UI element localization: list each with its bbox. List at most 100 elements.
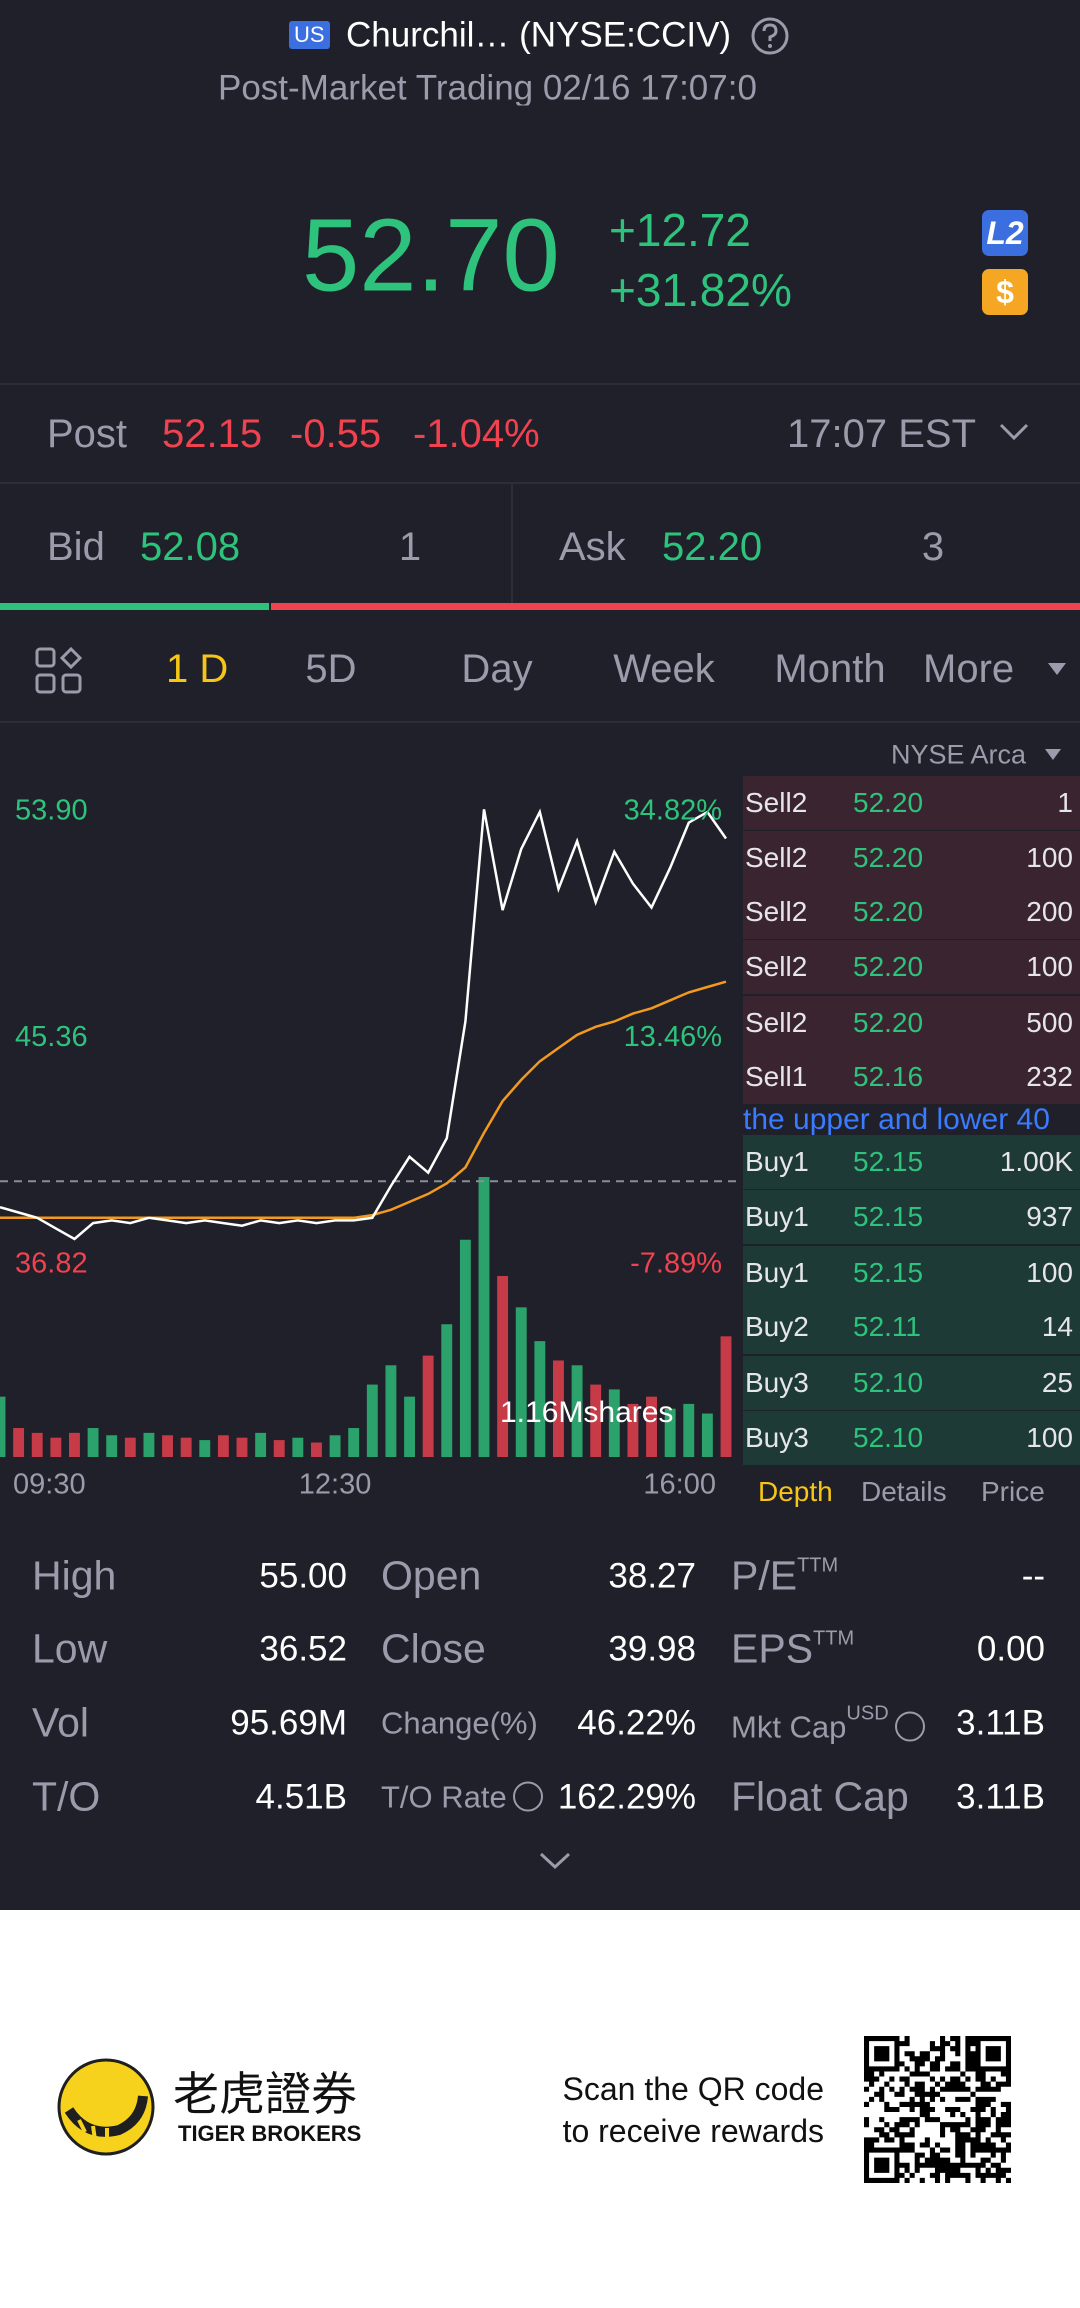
stat-label-sup: USD xyxy=(846,1702,889,1725)
stat-value: 3.11B xyxy=(956,1777,1045,1817)
stat-label-text: Vol xyxy=(32,1699,89,1746)
volume-bar xyxy=(720,1336,732,1457)
stat-label-text: Change(%) xyxy=(381,1705,538,1741)
brand-cn: 老虎證券 xyxy=(173,2068,357,2120)
volume-bar xyxy=(199,1440,211,1457)
ask-ratio-bar xyxy=(271,603,1080,610)
period-tab[interactable]: 5D xyxy=(305,647,357,691)
stat-label: Low xyxy=(32,1628,107,1670)
ask-row xyxy=(743,996,1080,1050)
book-price: 52.15 xyxy=(853,1257,924,1288)
expand-icon[interactable] xyxy=(538,1850,572,1872)
bid-row xyxy=(743,1300,1080,1354)
period-tab[interactable]: More xyxy=(923,647,1015,691)
volume-bar xyxy=(441,1324,453,1457)
dropdown-icon[interactable] xyxy=(1043,747,1063,763)
book-price: 52.15 xyxy=(853,1146,924,1177)
dropdown-icon[interactable] xyxy=(998,420,1030,444)
volume-bar xyxy=(497,1275,509,1457)
tiger-logo xyxy=(57,2058,155,2156)
ask-row xyxy=(743,885,1080,939)
book-tab[interactable]: Price xyxy=(981,1476,1045,1507)
stat-label: Mkt CapUSD xyxy=(731,1704,925,1743)
stat-label-text: Mkt Cap xyxy=(731,1709,847,1745)
book-tab[interactable]: Details xyxy=(861,1476,947,1507)
book-tab[interactable]: Depth xyxy=(758,1476,833,1507)
period-tab[interactable]: Week xyxy=(613,647,715,691)
help-icon[interactable] xyxy=(750,16,790,56)
stat-value: 95.69M xyxy=(230,1703,347,1743)
price-change: +12.72 xyxy=(609,204,751,256)
book-size: 1.00K xyxy=(999,1146,1073,1177)
volume-bar xyxy=(422,1355,434,1457)
stat-label-text: EPS xyxy=(731,1625,814,1672)
volume-bar xyxy=(608,1389,620,1457)
bid-label: Bid xyxy=(47,525,105,569)
stat-value: 3.11B xyxy=(956,1703,1045,1743)
volume-bar xyxy=(534,1341,546,1457)
book-level: Buy3 xyxy=(745,1422,809,1453)
layout-icon[interactable] xyxy=(35,647,83,695)
ask-row xyxy=(743,831,1080,885)
stat-label: T/O xyxy=(32,1776,100,1818)
stock-title[interactable]: Churchil… (NYSE:CCIV) xyxy=(346,15,732,55)
volume-bar xyxy=(571,1365,583,1457)
volume-bar xyxy=(236,1437,248,1457)
period-tab[interactable]: Day xyxy=(461,647,533,691)
stat-label: T/O Rate xyxy=(381,1781,543,1813)
book-price: 52.15 xyxy=(853,1201,924,1232)
post-change-pct: -1.04% xyxy=(413,412,540,456)
stat-value: 4.51B xyxy=(255,1777,347,1817)
stat-label-sup: TTM xyxy=(813,1627,855,1650)
book-size: 100 xyxy=(1026,1422,1073,1453)
stat-value: 38.27 xyxy=(608,1556,696,1596)
book-size: 937 xyxy=(1026,1201,1073,1232)
volume-bar xyxy=(366,1384,378,1457)
book-level: Sell2 xyxy=(745,1007,808,1038)
period-tab[interactable]: 1 D xyxy=(166,647,229,691)
volume-bar xyxy=(404,1396,415,1457)
stat-label: Float Cap xyxy=(731,1776,909,1818)
x-tick-label: 16:00 xyxy=(643,1469,716,1501)
stat-label: Open xyxy=(381,1555,481,1597)
book-size: 200 xyxy=(1026,896,1073,927)
book-price: 52.16 xyxy=(853,1061,924,1092)
book-price: 52.10 xyxy=(853,1422,924,1453)
stat-value: 46.22% xyxy=(577,1703,696,1743)
book-price: 52.10 xyxy=(853,1367,924,1398)
book-size: 500 xyxy=(1026,1007,1073,1038)
stat-label: Vol xyxy=(32,1699,89,1746)
cta-line: to receive rewards xyxy=(562,2113,824,2149)
volume-bar xyxy=(683,1403,695,1457)
book-size: 100 xyxy=(1026,1257,1073,1288)
post-time[interactable]: 17:07 EST xyxy=(787,412,977,456)
book-price: 52.20 xyxy=(853,842,924,873)
volume-bar xyxy=(217,1435,229,1457)
x-tick-label: 12:30 xyxy=(299,1469,372,1501)
stat-label: Change(%) xyxy=(381,1708,538,1739)
bid-size: 1 xyxy=(398,525,422,569)
stat-value: 39.98 xyxy=(608,1629,696,1669)
book-size: 232 xyxy=(1026,1061,1073,1092)
book-price: 52.20 xyxy=(853,896,924,927)
exchange-selector[interactable]: NYSE Arca xyxy=(891,739,1027,770)
y2-tick-label: 34.82% xyxy=(624,795,722,827)
stat-label-text: High xyxy=(32,1552,117,1599)
book-price: 52.20 xyxy=(853,787,924,818)
post-change: -0.55 xyxy=(290,412,382,456)
volume-bar xyxy=(478,1177,490,1457)
book-level: Sell2 xyxy=(745,951,808,982)
volume-bar xyxy=(0,1396,6,1457)
y2-tick-label: 13.46% xyxy=(624,1021,722,1053)
volume-bar xyxy=(143,1432,155,1457)
book-size: 14 xyxy=(1041,1311,1073,1342)
volume-bar xyxy=(106,1435,118,1457)
cta-line: Scan the QR code xyxy=(562,2071,824,2107)
stat-label: EPSTTM xyxy=(731,1625,855,1672)
volume-bar xyxy=(515,1307,527,1457)
period-tab[interactable]: Month xyxy=(774,647,886,691)
ask-label: Ask xyxy=(559,525,626,569)
volume-bar xyxy=(459,1239,471,1457)
l2-badge[interactable]: L2 xyxy=(982,210,1028,256)
dollar-badge[interactable]: $ xyxy=(982,269,1028,315)
